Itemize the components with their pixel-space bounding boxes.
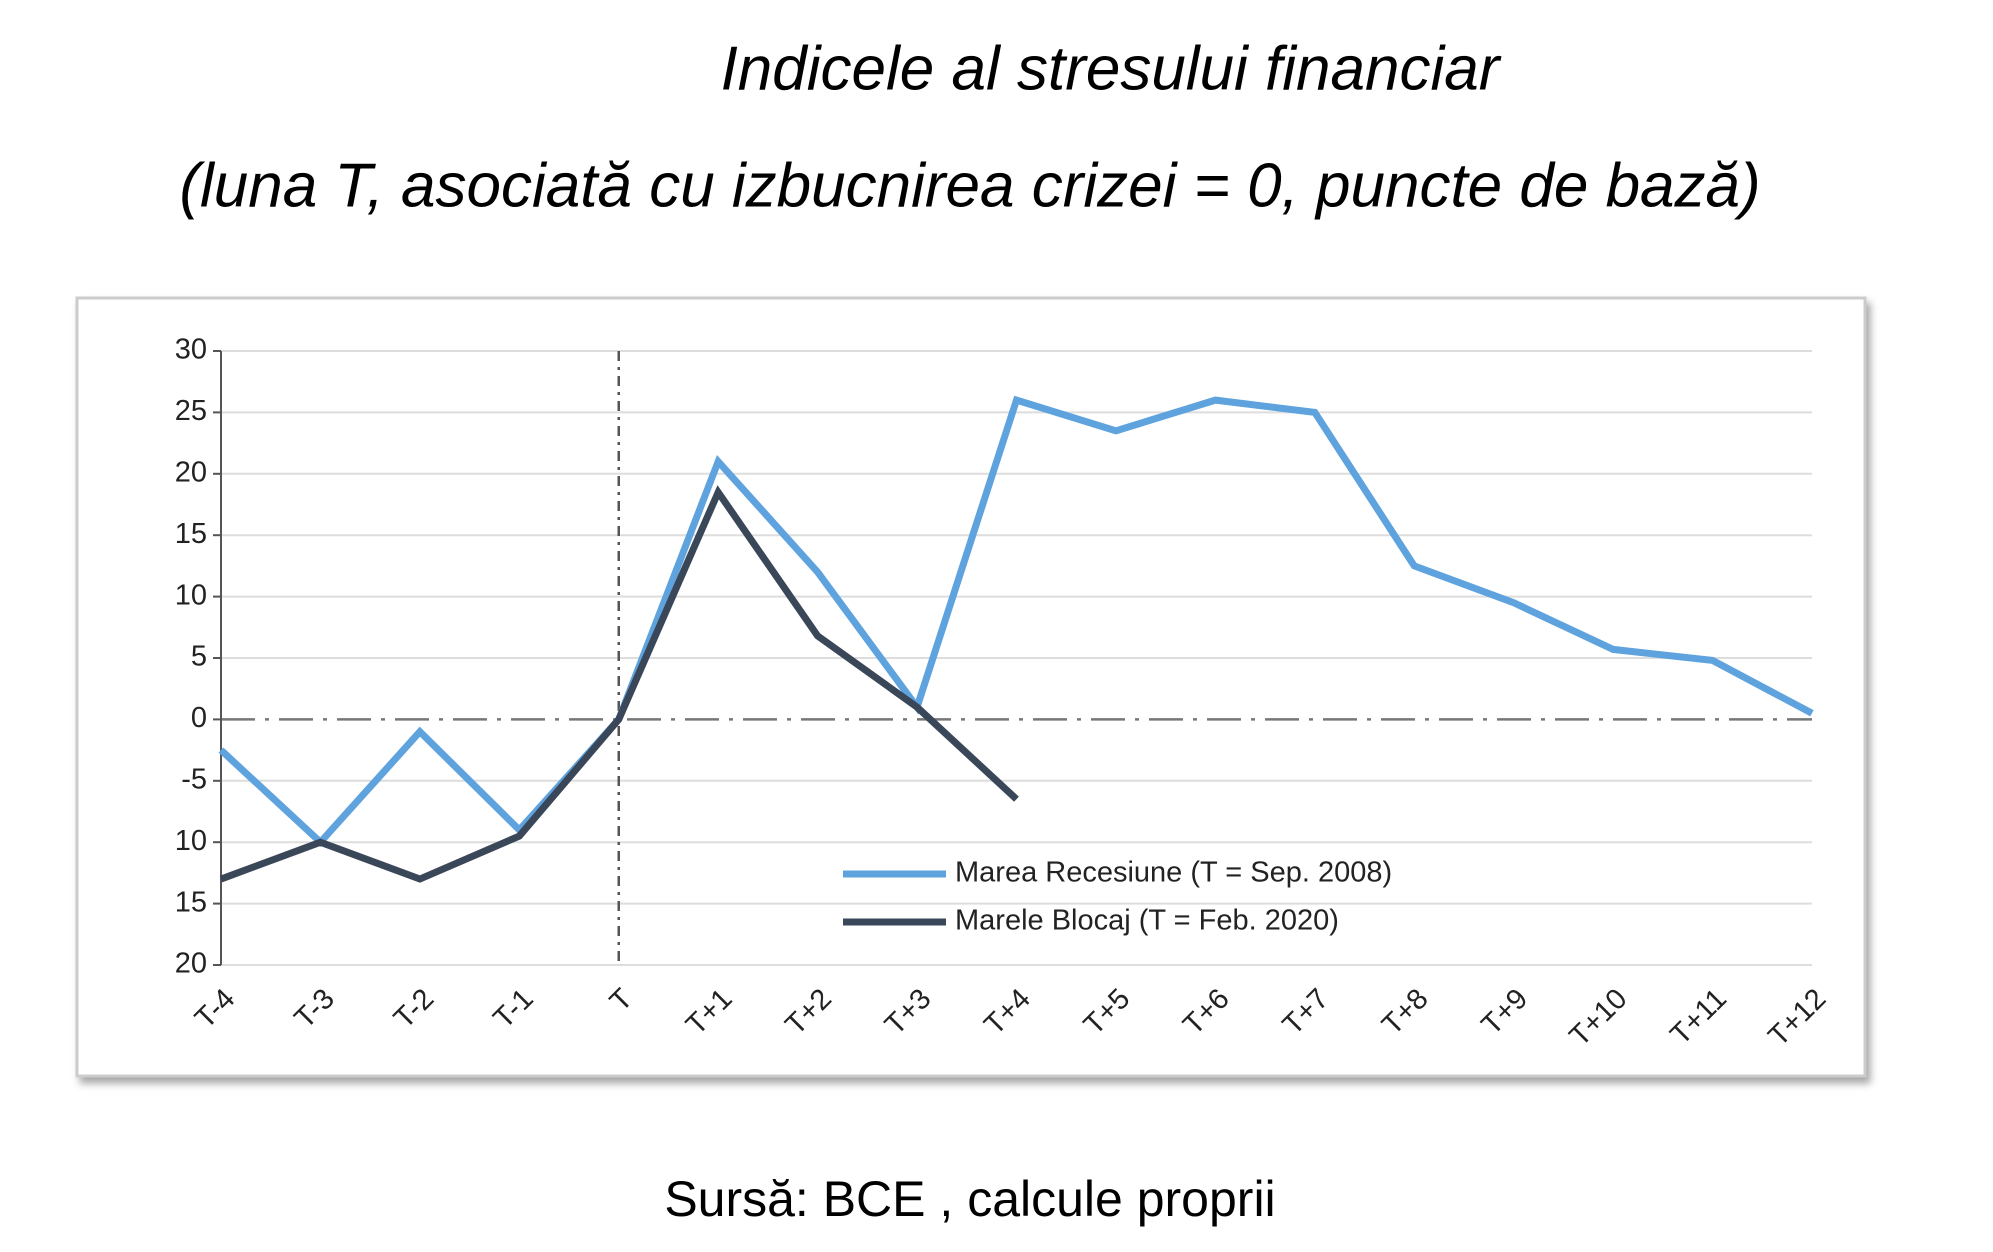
y-tick-label: 15: [175, 518, 207, 550]
chart-subtitle: (luna T, asociată cu izbucnirea crizei =…: [179, 151, 1760, 220]
y-tick-label: 10: [175, 825, 207, 857]
source-note: Sursă: BCE , calcule proprii: [664, 1171, 1275, 1227]
y-tick-label: -5: [181, 763, 207, 795]
y-tick-label: 20: [175, 948, 207, 980]
y-tick-label: 10: [175, 579, 207, 611]
y-tick-label: 30: [175, 334, 207, 366]
y-tick-label: 5: [191, 641, 207, 673]
y-tick-label: 25: [175, 395, 207, 427]
y-tick-label: 20: [175, 456, 207, 488]
chart-frame: [75, 296, 1867, 1078]
legend-label: Marea Recesiune (T = Sep. 2008): [955, 857, 1392, 889]
chart-title: Indicele al stresului financiar: [721, 34, 1502, 103]
y-tick-label: 0: [191, 702, 207, 734]
legend-label: Marele Blocaj (T = Feb. 2020): [955, 905, 1339, 937]
y-tick-label: 15: [175, 886, 207, 918]
series-line: [218, 395, 1814, 848]
series-line: [219, 485, 1019, 883]
